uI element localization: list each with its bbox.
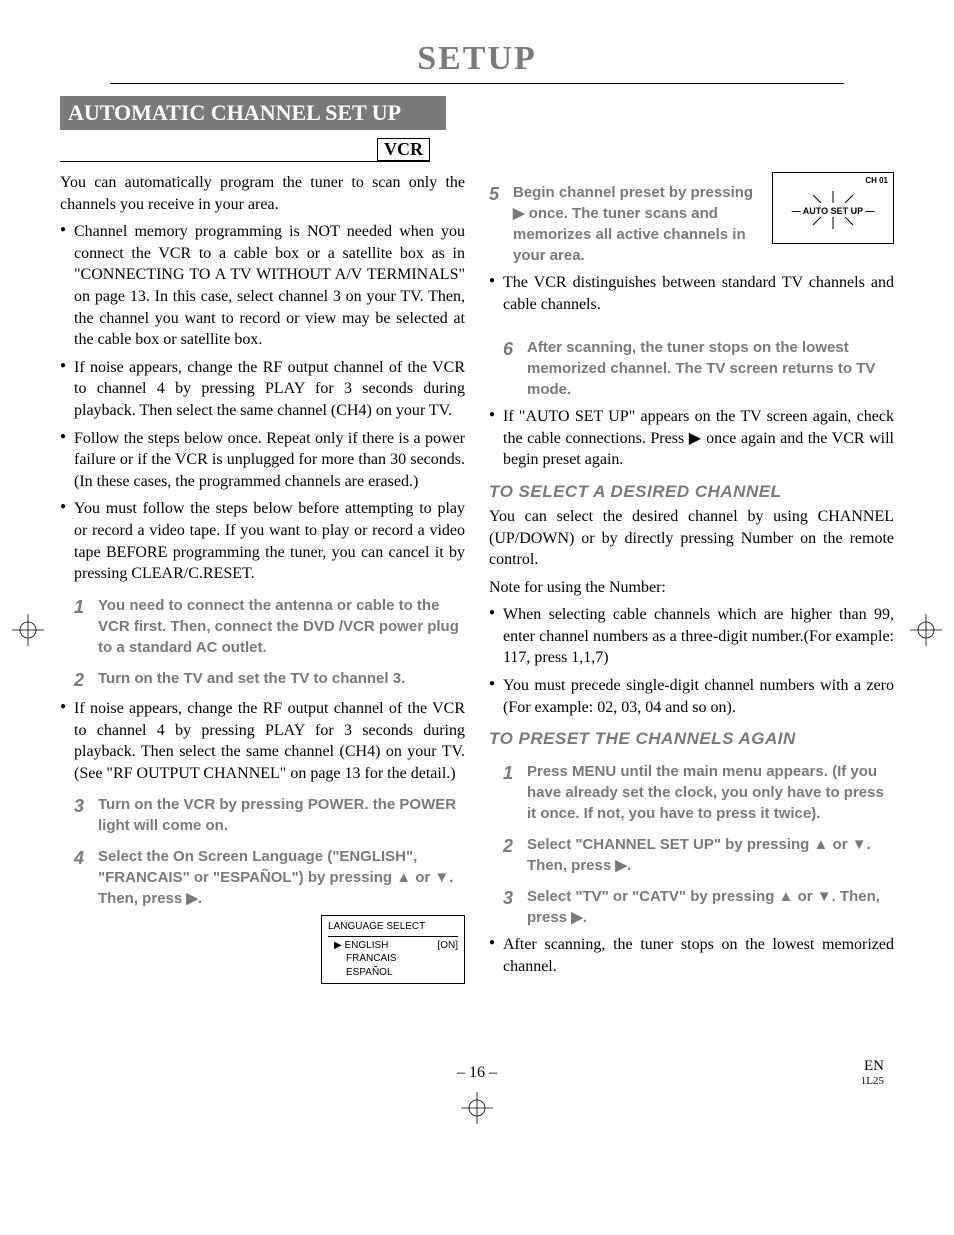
lang-row: ▶ ENGLISH [ON] [328,939,458,953]
vcr-box-wrap: VCR [60,138,430,161]
tv-rays-icon [773,173,893,243]
bullet-item: You must precede single-digit channel nu… [489,675,894,718]
section-heading: AUTOMATIC CHANNEL SET UP [60,96,446,130]
step-text: Turn on the TV and set the TV to channel… [98,668,405,692]
sub2-note-list: After scanning, the tuner stops on the l… [489,934,894,977]
lang-row: FRANCAIS [328,952,458,966]
step5-wrap: CH 01 — AUTO SET UP — 5 Begin channel pr… [489,172,894,321]
step-5: 5 Begin channel preset by pressing ▶ onc… [489,182,764,266]
crop-mark-icon [8,610,48,650]
lang-label: ESPAÑOL [346,966,393,980]
step-text: After scanning, the tuner stops on the l… [527,337,894,400]
step-6: 6 After scanning, the tuner stops on the… [503,337,894,400]
sub1-bullets: When selecting cable channels which are … [489,604,894,718]
preset-step-1: 1 Press MENU until the main menu appears… [503,761,894,824]
intro-bullets: Channel memory programming is NOT needed… [60,221,465,585]
bullet-item: If noise appears, change the RF output c… [60,698,465,784]
bullet-item: If "AUTO SET UP" appears on the TV scree… [489,406,894,471]
subheading-select-channel: TO SELECT A DESIRED CHANNEL [489,481,894,504]
step-1: 1 You need to connect the antenna or cab… [74,595,465,658]
lang-val: [ON] [437,939,458,953]
crop-mark-icon [457,1088,497,1128]
step-number: 3 [74,794,98,836]
step-number: 3 [503,886,527,928]
sub1-intro: You can select the desired channel by us… [489,506,894,571]
bullet-item: The VCR distinguishes between standard T… [489,272,894,315]
vcr-badge: VCR [377,138,430,161]
step-text: Select "TV" or "CATV" by pressing ▲ or ▼… [527,886,894,928]
step6-note-list: If "AUTO SET UP" appears on the TV scree… [489,406,894,471]
lang-label: ▶ ENGLISH [334,939,388,953]
step-text: Select "CHANNEL SET UP" by pressing ▲ or… [527,834,894,876]
footer-code: 1L25 [861,1075,884,1087]
footer-right: EN 1L25 [861,1058,884,1087]
preset-step-3: 3 Select "TV" or "CATV" by pressing ▲ or… [503,886,894,928]
step-number: 4 [74,846,98,909]
sub1-note-label: Note for using the Number: [489,577,894,599]
right-column: CH 01 — AUTO SET UP — 5 Begin channel pr… [489,172,894,984]
step-text: Select the On Screen Language ("ENGLISH"… [98,846,465,909]
language-select-box: LANGUAGE SELECT ▶ ENGLISH [ON] FRANCAIS … [321,915,465,984]
step-number: 1 [74,595,98,658]
bullet-item: Channel memory programming is NOT needed… [60,221,465,351]
step-4: 4 Select the On Screen Language ("ENGLIS… [74,846,465,909]
bullet-item: You must follow the steps below before a… [60,498,465,584]
section-rule [60,161,430,162]
page-number: – 16 – [457,1064,497,1081]
step-text: Begin channel preset by pressing ▶ once.… [513,182,764,266]
lang-label: FRANCAIS [346,952,397,966]
lang-box-header: LANGUAGE SELECT [328,920,458,937]
crop-mark-icon [906,610,946,650]
content-columns: You can automatically program the tuner … [60,172,894,984]
step-3: 3 Turn on the VCR by pressing POWER. the… [74,794,465,836]
bullet-item: After scanning, the tuner stops on the l… [489,934,894,977]
step-text: Turn on the VCR by pressing POWER. the P… [98,794,465,836]
tv-screen-box: CH 01 — AUTO SET UP — [772,172,894,244]
step2-note-list: If noise appears, change the RF output c… [60,698,465,784]
step-number: 2 [503,834,527,876]
bullet-item: Follow the steps below once. Repeat only… [60,428,465,493]
preset-step-2: 2 Select "CHANNEL SET UP" by pressing ▲ … [503,834,894,876]
lang-row: ESPAÑOL [328,966,458,980]
step-text: Press MENU until the main menu appears. … [527,761,894,824]
bullet-item: When selecting cable channels which are … [489,604,894,669]
title-rule [110,83,844,84]
step5-note-list: The VCR distinguishes between standard T… [489,272,894,315]
step-text: You need to connect the antenna or cable… [98,595,465,658]
intro-text: You can automatically program the tuner … [60,172,465,215]
page-title: SETUP [60,40,894,78]
step-2: 2 Turn on the TV and set the TV to chann… [74,668,465,692]
step-number: 2 [74,668,98,692]
bullet-item: If noise appears, change the RF output c… [60,357,465,422]
footer-lang: EN [861,1058,884,1075]
page-footer: – 16 – EN 1L25 [60,1064,894,1128]
left-column: You can automatically program the tuner … [60,172,465,984]
step-number: 6 [503,337,527,400]
subheading-preset-again: TO PRESET THE CHANNELS AGAIN [489,728,894,751]
manual-page: SETUP AUTOMATIC CHANNEL SET UP VCR You c… [0,0,954,1168]
step-number: 5 [489,182,513,266]
step-number: 1 [503,761,527,824]
